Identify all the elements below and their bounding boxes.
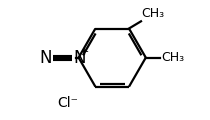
- Text: CH₃: CH₃: [142, 7, 165, 20]
- Text: +: +: [80, 47, 89, 57]
- Text: N: N: [40, 49, 52, 67]
- Text: CH₃: CH₃: [161, 51, 184, 64]
- Text: N: N: [74, 49, 86, 67]
- Text: Cl⁻: Cl⁻: [57, 96, 78, 110]
